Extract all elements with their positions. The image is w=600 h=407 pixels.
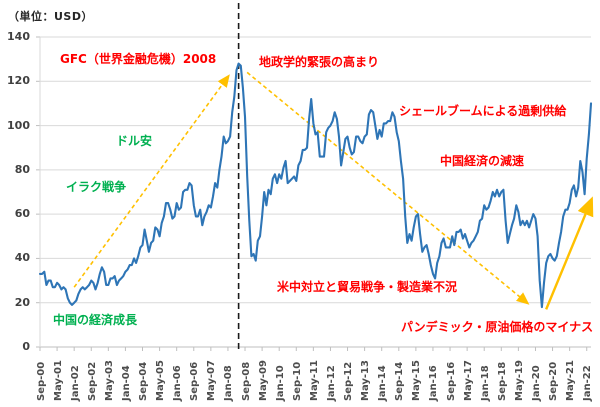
x-tick-label: May-13 — [360, 360, 372, 401]
unit-label: （単位：USD） — [8, 10, 93, 23]
x-tick-label: Jan-22 — [582, 365, 594, 401]
annotation-iraq-war: イラク戦争 — [66, 180, 127, 194]
x-tick-label: Sep-04 — [138, 361, 149, 401]
x-tick-label: Jan-16 — [428, 365, 440, 401]
x-tick-label: May-05 — [155, 360, 167, 401]
x-tick-label: May-01 — [52, 360, 64, 401]
x-tick-label: May-19 — [513, 360, 525, 401]
y-tick-label: 140 — [7, 30, 30, 43]
y-tick-label: 120 — [7, 74, 30, 88]
x-tick-label: Sep-08 — [240, 361, 252, 401]
annotation-gfc: GFC（世界金融危機）2008 — [60, 52, 217, 66]
x-tick-label: Sep-02 — [86, 361, 98, 401]
x-tick-label: Sep-20 — [548, 361, 560, 401]
annotation-us-china-trade: 米中対立と貿易戦争・製造業不況 — [277, 280, 458, 294]
x-tick-label: Jan-12 — [325, 365, 337, 401]
annotation-weak-dollar: ドル安 — [116, 134, 153, 148]
x-tick-label: May-07 — [206, 360, 218, 401]
x-tick-label: Jan-08 — [223, 365, 235, 401]
x-tick-label: May-09 — [257, 360, 269, 401]
x-tick-label: Sep-14 — [394, 361, 406, 401]
x-tick-label: Sep-12 — [343, 361, 355, 401]
x-tick-label: Jan-20 — [530, 365, 542, 401]
trend-line-rebound-2020-2022 — [545, 196, 594, 310]
x-tick-label: Jan-10 — [274, 365, 286, 401]
x-tick-label: May-03 — [103, 360, 115, 401]
annotation-geopolitical: 地政学的緊張の高まり — [259, 55, 380, 69]
x-tick-label: May-21 — [565, 360, 577, 401]
x-tick-label: May-15 — [411, 360, 423, 401]
trend-line-uptrend-2002-2008 — [73, 74, 230, 288]
x-tick-label: Jan-06 — [172, 365, 184, 401]
annotation-china-growth: 中国の経済成長 — [53, 313, 138, 327]
annotation-china-slowdown: 中国経済の減速 — [440, 154, 525, 168]
y-tick-label: 80 — [14, 162, 30, 176]
x-tick-label: Jan-18 — [479, 365, 491, 401]
x-tick-label: Sep-10 — [291, 361, 303, 401]
x-tick-label: Sep-16 — [445, 361, 457, 401]
annotation-shale-boom: シェールブームによる過剰供給 — [399, 104, 567, 118]
x-tick-label: Sep-00 — [35, 361, 47, 401]
y-tick-label: 20 — [14, 295, 30, 309]
y-tick-label: 60 — [14, 207, 30, 221]
x-tick-label: Jan-02 — [69, 365, 81, 401]
x-tick-label: Sep-18 — [496, 361, 508, 401]
price-line — [38, 62, 593, 309]
trend-line-downtrend-2008-2020 — [246, 71, 530, 305]
annotation-pandemic: パンデミック・原油価格のマイナス — [401, 320, 594, 334]
y-tick-label: 40 — [14, 251, 30, 265]
y-tick-label: 0 — [22, 340, 30, 353]
x-tick-label: Sep-06 — [189, 361, 201, 401]
x-tick-label: Jan-04 — [120, 365, 132, 401]
x-tick-label: May-11 — [308, 360, 320, 401]
y-tick-label: 100 — [7, 118, 30, 132]
x-tick-label: May-17 — [462, 360, 474, 401]
x-tick-label: Jan-14 — [377, 365, 389, 401]
